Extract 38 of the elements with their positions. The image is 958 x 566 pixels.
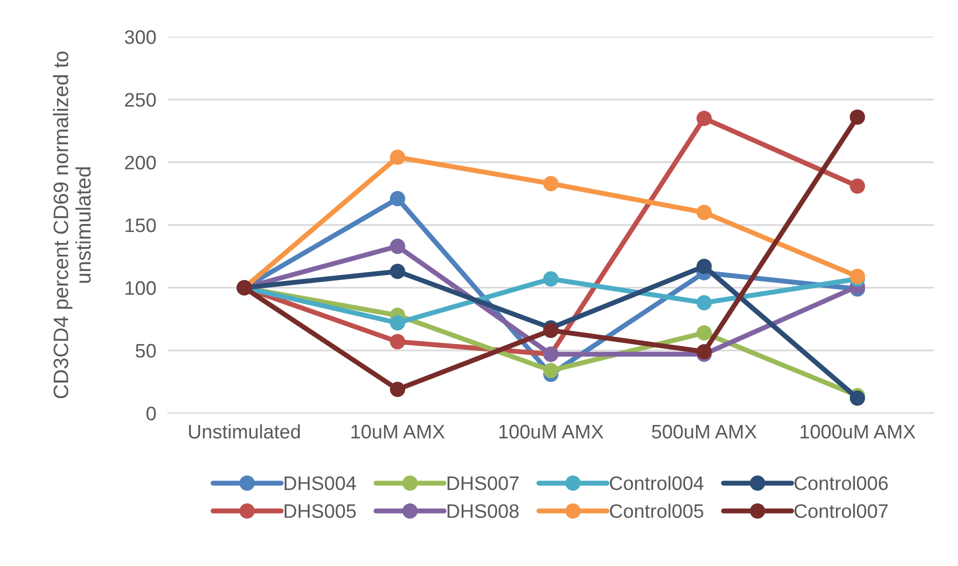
legend-label: DHS007 [448,476,519,490]
legend-label: DHS008 [448,504,519,518]
point [543,176,558,192]
point [390,150,406,165]
legend-label: Control007 [794,504,888,518]
point [696,110,712,126]
point [390,334,406,350]
legend-label: DHS004 [284,476,356,490]
y-tick-label: 100 [126,281,156,295]
point [390,264,406,280]
point [543,362,558,378]
point [543,271,558,287]
x-tick-label: 1000uM AMX [800,424,916,439]
x-tick-label: 100uM AMX [499,424,604,439]
point [390,382,406,397]
y-tick-label: 200 [125,156,156,170]
legend-label: Control006 [794,476,888,490]
point [696,295,712,310]
y-axis-title: CD3CD4 percent CD69 normalized to unstimulated [52,52,91,398]
y-tick-label: 300 [124,30,156,44]
x-tick-label: 10uM AMX [352,424,445,439]
point [696,258,712,274]
legend-label: DHS005 [284,504,356,518]
point [390,191,406,206]
point [850,178,866,194]
legend-label: Control004 [610,476,704,490]
y-tick-label: 250 [125,92,156,107]
point [696,204,712,220]
point [390,315,406,330]
y-tick-label: 150 [126,218,156,232]
x-tick-label: Unstimulated [189,424,300,439]
point [696,325,712,341]
legend-label: Control005 [610,504,704,518]
point [850,109,866,125]
x-tick-label: 500uM AMX [652,424,757,439]
y-tick-label: 0 [146,406,156,420]
point [390,238,406,254]
y-tick-label: 50 [136,344,156,358]
